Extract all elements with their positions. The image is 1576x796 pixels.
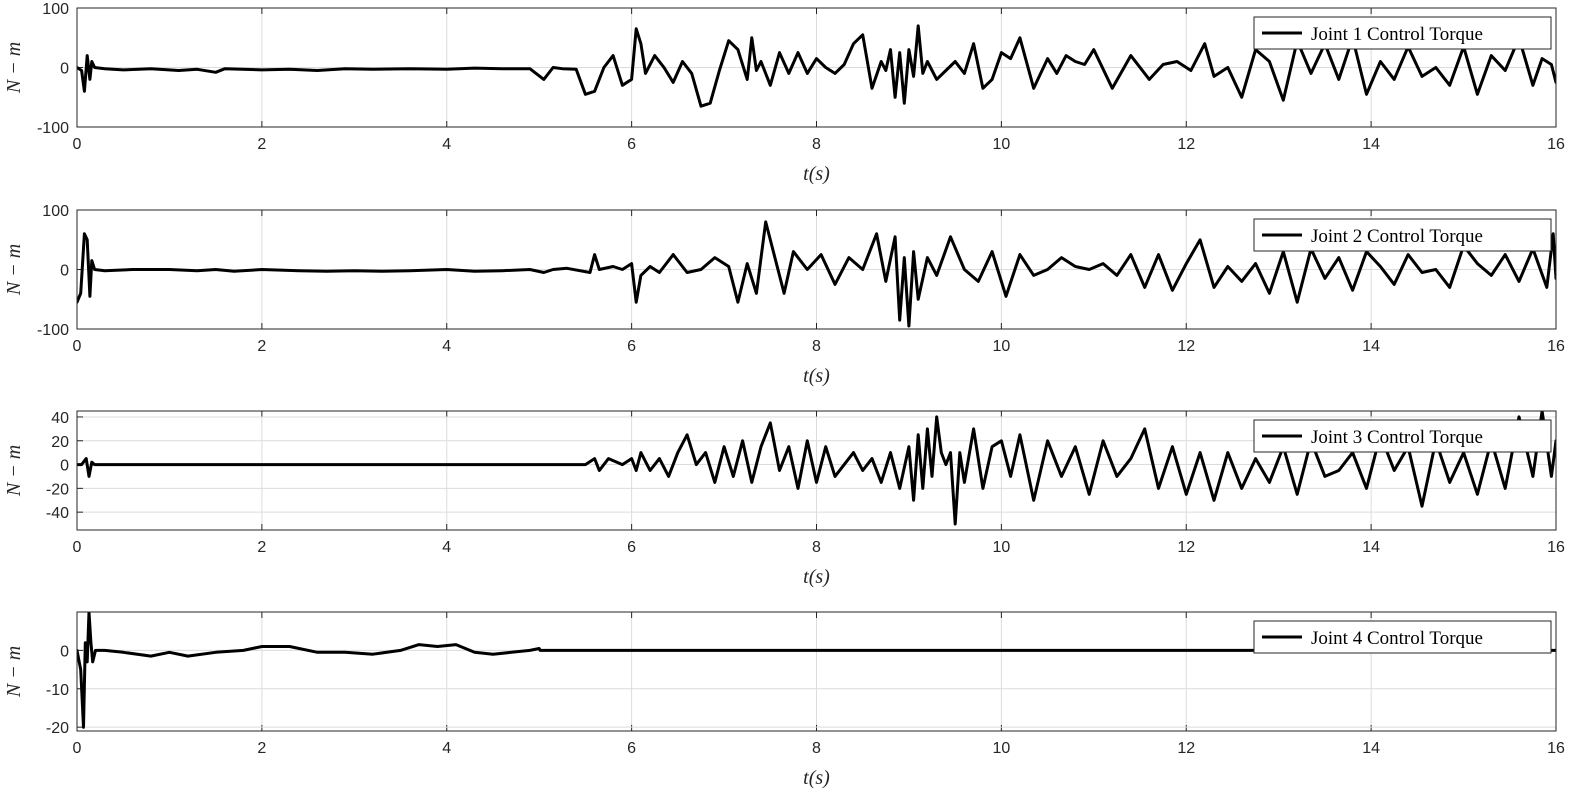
x-tick-label: 4 [442,338,451,355]
y-tick-label: 0 [60,61,69,78]
x-tick-label: 14 [1362,740,1380,757]
x-axis-label: t(s) [803,365,830,387]
x-axis-label: t(s) [803,767,830,789]
legend: Joint 3 Control Torque [1253,419,1552,453]
x-tick-label: 4 [442,136,451,153]
y-tick-label: 100 [42,203,69,220]
y-axis-label: N − m [3,244,25,296]
x-tick-label: 14 [1362,539,1380,556]
x-tick-label: 8 [812,338,821,355]
x-tick-label: 16 [1547,740,1565,757]
x-tick-label: 0 [73,136,82,153]
x-tick-label: 16 [1547,136,1565,153]
subplot-4: 0 2 4 6 8 10 12 14 16 -20 -10 0 t(s) N − m Joint 4 Con… [3,611,1565,789]
x-tick-label: 0 [73,740,82,757]
y-tick-label: -40 [46,505,69,522]
legend-box [1253,620,1552,654]
x-tick-label: 6 [627,338,636,355]
x-tick-label: 6 [627,136,636,153]
y-tick-label: 0 [60,458,69,475]
y-tick-label: 40 [51,410,69,427]
legend-box [1253,218,1552,252]
y-tick-label: -100 [37,322,69,339]
x-tick-label: 2 [257,338,266,355]
legend-box [1253,419,1552,453]
x-tick-label: 6 [627,539,636,556]
x-tick-label: 12 [1177,338,1195,355]
y-tick-label: 20 [51,434,69,451]
x-tick-label: 0 [73,539,82,556]
y-tick-label: 100 [42,1,69,18]
x-tick-label: 10 [992,338,1010,355]
series-line-joint-3 [77,411,1556,526]
x-tick-label: 10 [992,136,1010,153]
x-tick-label: 10 [992,740,1010,757]
x-tick-label: 12 [1177,740,1195,757]
series-line-joint-1 [77,24,1556,108]
x-tick-label: 16 [1547,539,1565,556]
x-tick-label: 4 [442,539,451,556]
legend-box [1253,16,1552,50]
y-axis-label: N − m [3,445,25,497]
axes-frame [76,410,1557,531]
x-tick-label: 12 [1177,539,1195,556]
legend-entry-label: Joint 2 Control Torque [1311,226,1483,247]
y-tick-label: -20 [46,720,69,737]
y-tick-label: -10 [46,682,69,699]
x-axis-label: t(s) [803,163,830,185]
axes-frame [76,209,1557,330]
x-tick-label: 8 [812,740,821,757]
y-tick-label: 0 [60,263,69,280]
legend: Joint 2 Control Torque [1253,218,1552,252]
legend: Joint 4 Control Torque [1253,620,1552,654]
x-tick-label: 10 [992,539,1010,556]
y-axis-label: N − m [3,646,25,698]
series-line-joint-4 [77,612,1556,729]
x-tick-label: 8 [812,539,821,556]
x-tick-label: 8 [812,136,821,153]
x-tick-label: 6 [627,740,636,757]
x-tick-label: 2 [257,740,266,757]
x-tick-label: 12 [1177,136,1195,153]
legend-entry-label: Joint 3 Control Torque [1311,427,1483,448]
x-tick-label: 14 [1362,136,1380,153]
x-tick-label: 4 [442,740,451,757]
y-tick-label: -20 [46,481,69,498]
axes-frame [76,611,1557,732]
subplot-3: 0 2 4 6 8 10 12 14 16 -40 -20 0 20 40 t(s) N − m Joint 3… [3,410,1565,588]
y-tick-label: -100 [37,120,69,137]
y-tick-label: 0 [60,643,69,660]
x-tick-label: 0 [73,338,82,355]
series-line-joint-2 [77,220,1556,328]
x-tick-label: 2 [257,136,266,153]
legend: Joint 1 Control Torque [1253,16,1552,50]
legend-entry-label: Joint 1 Control Torque [1311,24,1483,45]
x-tick-label: 2 [257,539,266,556]
legend-entry-label: Joint 4 Control Torque [1311,628,1483,649]
y-axis-label: N − m [3,42,25,94]
x-tick-label: 14 [1362,338,1380,355]
x-axis-label: t(s) [803,566,830,588]
axes-frame [76,7,1557,128]
x-tick-label: 16 [1547,338,1565,355]
